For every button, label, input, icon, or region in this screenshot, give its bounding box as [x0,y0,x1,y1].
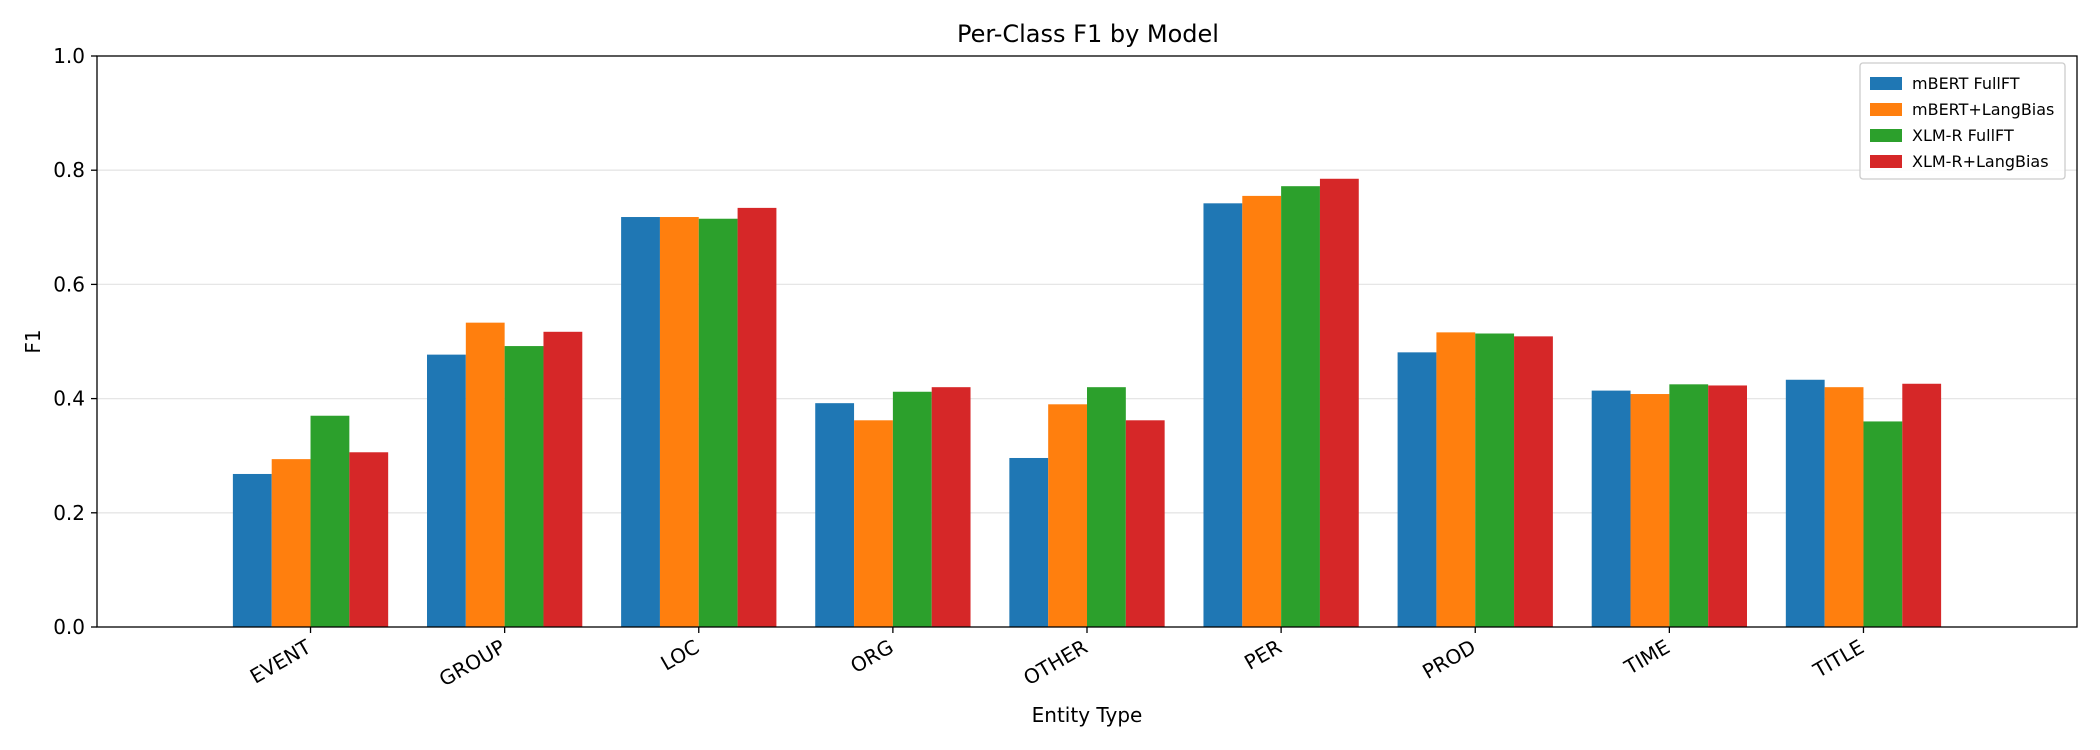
legend-swatch [1870,77,1902,90]
bar [1669,384,1709,627]
legend-label: XLM-R FullFT [1912,126,2014,145]
legend-label: mBERT+LangBias [1912,100,2054,119]
bar [349,452,389,627]
x-tick-label: GROUP [435,635,509,692]
x-tick-label: TIME [1619,635,1673,680]
bar [465,322,505,627]
bar [1436,332,1476,627]
bar [1863,421,1903,627]
y-axis-title: F1 [21,329,45,353]
legend-box [1859,62,2066,180]
y-tick-label: 0.0 [53,615,85,639]
bar [1203,203,1243,627]
bar [1475,333,1515,627]
x-tick-label: LOC [657,635,704,676]
bar [892,391,932,627]
chart-title: Per-Class F1 by Model [957,20,1219,48]
y-tick-label: 0.8 [53,158,85,182]
y-axis: 0.0 0.2 0.4 0.6 0.8 1.0 [53,44,97,639]
x-tick-label: EVENT [246,634,316,688]
bar [1319,178,1359,627]
bar [1591,390,1631,627]
bar [543,331,583,627]
bar [1048,404,1087,627]
x-tick-label: OTHER [1019,634,1091,690]
bar [815,403,855,627]
x-tick-label: PROD [1418,635,1479,684]
legend-swatch [1870,155,1902,168]
bar [1242,195,1282,627]
y-tick-label: 0.6 [53,272,85,296]
bar [1902,383,1942,627]
bar [659,217,699,627]
bar [504,346,544,627]
bar [1514,336,1553,627]
legend-swatch [1870,103,1902,116]
legend-swatch [1870,129,1902,142]
bar [1087,387,1126,627]
bar [931,387,971,627]
y-tick-label: 1.0 [53,44,85,68]
x-axis-title: Entity Type [1032,703,1143,727]
bar [427,354,466,627]
bar [1009,457,1049,627]
bar [1125,420,1165,627]
bar [310,415,350,627]
legend: mBERT FullFT mBERT+LangBias XLM-R FullFT XL… [1859,62,2066,180]
bar [1397,352,1437,627]
bar [854,420,893,627]
bars [232,178,1942,628]
y-tick-label: 0.2 [53,501,85,525]
legend-label: mBERT FullFT [1912,74,2020,93]
y-tick-label: 0.4 [53,387,85,411]
bar [1824,387,1864,627]
bar [1630,394,1670,627]
bar [1785,379,1825,627]
bar [1281,186,1320,628]
bar [1708,385,1747,627]
x-tick-label: PER [1240,634,1286,674]
bar [232,473,272,627]
bar [621,217,660,627]
x-axis: EVENT GROUP LOC ORG OTHER PER PROD TIME TITLE [246,627,1868,691]
bar [271,459,311,627]
bar [737,207,777,628]
bar [698,218,738,628]
x-tick-label: ORG [846,635,897,678]
legend-label: XLM-R+LangBias [1912,152,2049,171]
x-tick-label: TITLE [1808,635,1868,683]
